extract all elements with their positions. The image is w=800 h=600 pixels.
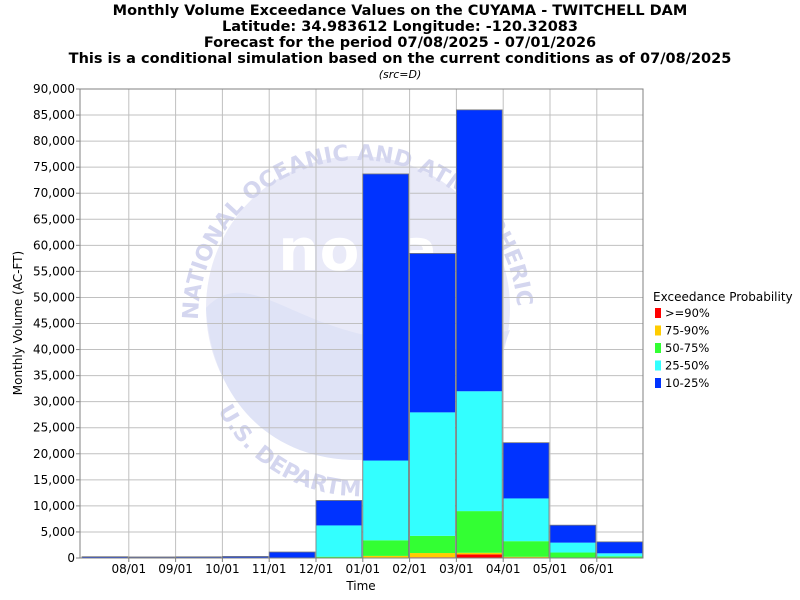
x-tick-label: 03/01	[439, 562, 474, 576]
y-tick-label: 0	[67, 551, 75, 565]
y-axis-label: Monthly Volume (AC-FT)	[11, 251, 25, 395]
legend-swatch	[655, 360, 661, 371]
bar-segment	[82, 556, 128, 558]
legend-swatch	[655, 378, 661, 388]
legend-item-label: 50-75%	[665, 341, 709, 355]
y-tick-label: 50,000	[33, 290, 75, 304]
y-tick-label: 35,000	[33, 369, 75, 383]
bar-segment	[175, 556, 222, 558]
legend-swatch	[655, 343, 661, 353]
bar-segment	[596, 556, 643, 558]
bar-segment	[503, 442, 549, 499]
bar-segment	[316, 556, 362, 558]
bar-segment	[222, 556, 269, 558]
bar-segment	[362, 460, 409, 541]
y-tick-label: 15,000	[33, 473, 75, 487]
bar-segment	[550, 552, 596, 558]
legend-item-label: 75-90%	[665, 324, 709, 338]
y-tick-label: 20,000	[33, 447, 75, 461]
title-line-2: Latitude: 34.983612 Longitude: -120.3208…	[222, 19, 578, 35]
legend-item-label: 25-50%	[665, 359, 709, 373]
title-line-4: This is a conditional simulation based o…	[69, 51, 732, 67]
y-tick-label: 5,000	[41, 525, 75, 539]
legend-item-label: 10-25%	[665, 376, 709, 390]
bar-segment	[362, 173, 409, 461]
y-tick-label: 45,000	[33, 317, 75, 331]
bar-segment	[316, 525, 362, 557]
y-tick-label: 55,000	[33, 264, 75, 278]
chart-subtitle: (src=D)	[379, 68, 422, 81]
y-tick-label: 75,000	[33, 160, 75, 174]
bar-segment	[503, 541, 549, 557]
legend-swatch	[655, 308, 661, 318]
bar-segment	[409, 253, 456, 413]
y-tick-label: 30,000	[33, 395, 75, 409]
bar-segment	[596, 553, 643, 557]
bar-segment	[409, 535, 456, 554]
bar-segment	[456, 391, 503, 512]
bar-segment	[456, 109, 503, 392]
x-tick-label: 12/01	[299, 562, 334, 576]
bar-segment	[456, 552, 503, 555]
x-tick-label: 08/01	[112, 562, 147, 576]
chart-title: Monthly Volume Exceedance Values on the …	[69, 3, 732, 81]
axes: 0 5,000 10,000 15,000 20,000 25,000 30,000 35,0…	[33, 82, 644, 576]
bar-segment	[409, 412, 456, 536]
plot-border	[79, 88, 644, 559]
x-tick-label: 02/01	[392, 562, 427, 576]
x-tick-label: 11/01	[252, 562, 287, 576]
bar-segment	[409, 553, 456, 558]
legend-item-label: >=90%	[665, 306, 710, 320]
y-tick-label: 40,000	[33, 343, 75, 357]
legend: Exceedance Probability >=90% 75-90% 50-75%…	[653, 290, 793, 390]
y-tick-label: 60,000	[33, 238, 75, 252]
y-tick-label: 10,000	[33, 499, 75, 513]
bar-segment	[456, 554, 503, 558]
bar-segment	[362, 540, 409, 556]
x-tick-label: 05/01	[533, 562, 568, 576]
bar-segment	[128, 556, 175, 558]
y-tick-label: 25,000	[33, 421, 75, 435]
bar-segment	[550, 542, 596, 553]
title-line-1: Monthly Volume Exceedance Values on the …	[113, 3, 688, 19]
title-line-3: Forecast for the period 07/08/2025 - 07/…	[204, 35, 596, 51]
legend-title: Exceedance Probability	[653, 290, 793, 304]
bar-segment	[503, 556, 549, 558]
bar-stacks	[81, 109, 643, 559]
x-tick-label: 10/01	[205, 562, 240, 576]
bar-segment	[503, 498, 549, 542]
bar-segment	[456, 511, 503, 553]
x-tick-label: 06/01	[580, 562, 615, 576]
y-tick-label: 85,000	[33, 108, 75, 122]
bar-segment	[269, 552, 315, 558]
y-tick-label: 65,000	[33, 212, 75, 226]
x-tick-label: 09/01	[158, 562, 193, 576]
bar-segment	[550, 525, 596, 543]
x-tick-label: 04/01	[486, 562, 521, 576]
bar-segment	[362, 555, 409, 558]
x-axis-label: Time	[345, 579, 375, 593]
x-tick-label: 01/01	[346, 562, 381, 576]
y-tick-label: 90,000	[33, 82, 75, 96]
y-tick-label: 80,000	[33, 134, 75, 148]
y-tick-label: 70,000	[33, 186, 75, 200]
bar-segment	[316, 500, 362, 526]
legend-swatch	[655, 325, 661, 336]
bar-segment	[596, 541, 643, 554]
